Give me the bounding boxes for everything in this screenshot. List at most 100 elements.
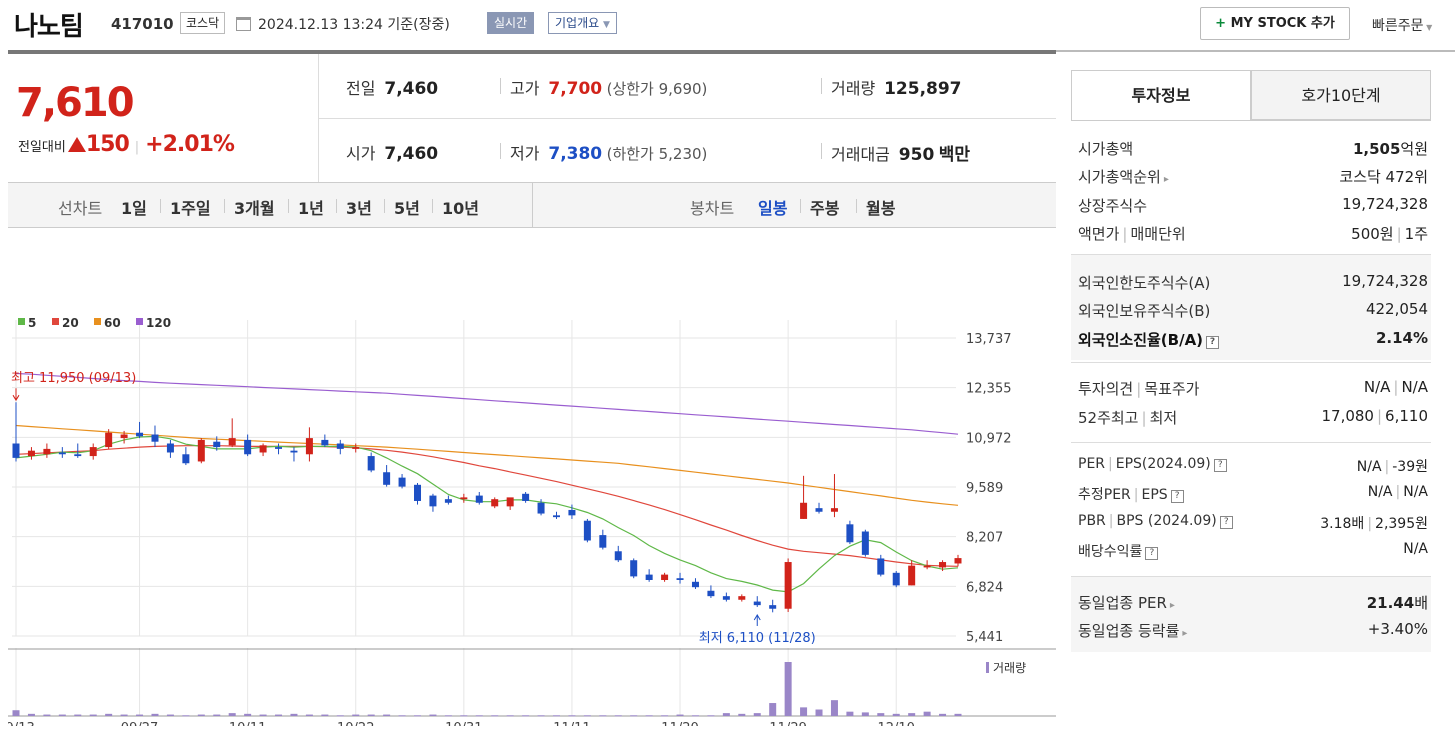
- chevron-right-icon: ▸: [1163, 174, 1169, 185]
- divider: [1056, 50, 1455, 52]
- divider: [318, 118, 1056, 119]
- help-icon[interactable]: ?: [1145, 547, 1159, 560]
- realtime-button[interactable]: 실시간: [487, 12, 535, 34]
- candle-body: [444, 499, 452, 503]
- candle-body: [321, 439, 329, 446]
- candle-body: [105, 432, 113, 448]
- volume-bar: [43, 714, 51, 716]
- legend-swatch: [136, 318, 143, 325]
- volume-bar: [491, 715, 499, 717]
- volume-bar: [166, 714, 174, 716]
- tab-1y[interactable]: 1년: [298, 199, 324, 218]
- est-per-row: 추정PER | EPS? N/A | N/A: [1078, 484, 1428, 503]
- help-icon[interactable]: ?: [1213, 459, 1227, 472]
- foreign-hold-row: 외국인보유주식수(B) 422,054: [1078, 300, 1428, 320]
- mystock-add-button[interactable]: + MY STOCK 추가: [1200, 7, 1350, 40]
- tab-1w[interactable]: 1주일: [170, 199, 211, 218]
- market-cap-rank-row[interactable]: 시가총액순위 ▸ 코스닥 472위: [1078, 168, 1428, 186]
- volume-bar: [321, 714, 329, 716]
- candle-body: [352, 447, 360, 449]
- candle-body: [661, 574, 669, 580]
- dividend-row: 배당수익률? N/A: [1078, 541, 1428, 560]
- volume-bar: [151, 713, 159, 716]
- candle-body: [151, 434, 159, 442]
- candle-body: [336, 443, 344, 449]
- volume-bar: [182, 715, 190, 717]
- tab-3y[interactable]: 3년: [346, 199, 372, 218]
- x-tick-label: 12/10: [877, 721, 914, 726]
- candle-body: [691, 581, 699, 588]
- legend-label: 5: [28, 316, 36, 330]
- candle-body: [460, 497, 468, 500]
- candle-chart-label: 봉차트: [690, 199, 735, 218]
- tab-10y[interactable]: 10년: [442, 199, 479, 218]
- volume-bar: [552, 715, 560, 717]
- company-info-dropdown[interactable]: 기업개요 ▼: [548, 12, 617, 34]
- candle-body: [722, 596, 730, 600]
- candle-body: [630, 560, 638, 577]
- chevron-down-icon: ▼: [603, 20, 610, 30]
- candle-body: [908, 565, 916, 586]
- open-price: 시가 7,460: [346, 144, 439, 164]
- y-tick-label: 8,207: [966, 531, 1003, 546]
- tab-5y[interactable]: 5년: [394, 199, 420, 218]
- ma5-line: [15, 435, 959, 593]
- candle-body: [398, 477, 406, 487]
- tab-1d[interactable]: 1일: [121, 199, 147, 218]
- candle-body: [182, 454, 190, 464]
- stock-code: 417010: [111, 15, 174, 33]
- foreign-ratio-row: 외국인소진율(B/A)? 2.14%: [1078, 329, 1428, 349]
- volume-bar: [120, 714, 128, 716]
- tab-weekly[interactable]: 주봉: [810, 199, 840, 218]
- volume-bar: [722, 713, 730, 716]
- tab-hoga10[interactable]: 호가10단계: [1251, 70, 1431, 120]
- candle-body: [738, 596, 746, 600]
- tab-daily[interactable]: 일봉: [758, 199, 788, 218]
- ma60-line: [15, 424, 959, 506]
- w52-row: 52주최고 | 최저 17,080 | 6,110: [1078, 407, 1428, 427]
- sector-per-row[interactable]: 동일업종 PER ▸ 21.44배: [1078, 594, 1428, 612]
- volume-bar: [89, 714, 97, 716]
- candle-body: [784, 562, 792, 609]
- x-tick-label: 10/11: [229, 721, 266, 726]
- sector-change-row[interactable]: 동일업종 등락률 ▸ +3.40%: [1078, 620, 1428, 640]
- candle-body: [506, 497, 514, 507]
- volume-bar: [58, 714, 66, 716]
- divider: [160, 199, 161, 213]
- help-icon[interactable]: ?: [1206, 336, 1220, 349]
- min-arrow-head: [753, 613, 761, 621]
- legend-label: 120: [146, 316, 171, 330]
- divider: [856, 199, 857, 213]
- volume-bar: [522, 715, 530, 717]
- volume-bar: [614, 715, 622, 717]
- tab-monthly[interactable]: 월봉: [866, 199, 896, 218]
- volume-bar: [939, 713, 947, 716]
- candle-body: [475, 495, 483, 503]
- tab-invest-info[interactable]: 투자정보: [1071, 70, 1251, 120]
- divider: [800, 199, 801, 213]
- candle-body: [892, 572, 900, 586]
- volume-bar: [105, 713, 113, 716]
- volume-bar: [197, 714, 205, 716]
- help-icon[interactable]: ?: [1170, 490, 1184, 503]
- candle-body: [89, 447, 97, 457]
- line-chart-label: 선차트: [58, 199, 103, 218]
- volume-bar: [676, 714, 684, 716]
- volume-bar: [815, 709, 823, 716]
- current-price: 7,610: [16, 80, 135, 126]
- tab-3m[interactable]: 3개월: [234, 199, 275, 218]
- candle-body: [197, 439, 205, 462]
- candle-body: [830, 508, 838, 512]
- y-tick-label: 9,589: [966, 481, 1003, 496]
- volume-bar: [645, 715, 653, 717]
- quick-order-dropdown[interactable]: 빠른주문 ▼: [1372, 18, 1433, 34]
- face-value-row: 액면가 | 매매단위 500원 | 1주: [1078, 225, 1428, 243]
- volume-bar: [599, 715, 607, 717]
- legend-swatch: [18, 318, 25, 325]
- market-cap-row: 시가총액 1,505억원: [1078, 140, 1428, 158]
- help-icon[interactable]: ?: [1219, 516, 1233, 529]
- legend-label: 20: [62, 316, 79, 330]
- x-tick-label: 09/13: [8, 721, 35, 726]
- chart-background: [8, 238, 1056, 726]
- divider: [336, 199, 337, 213]
